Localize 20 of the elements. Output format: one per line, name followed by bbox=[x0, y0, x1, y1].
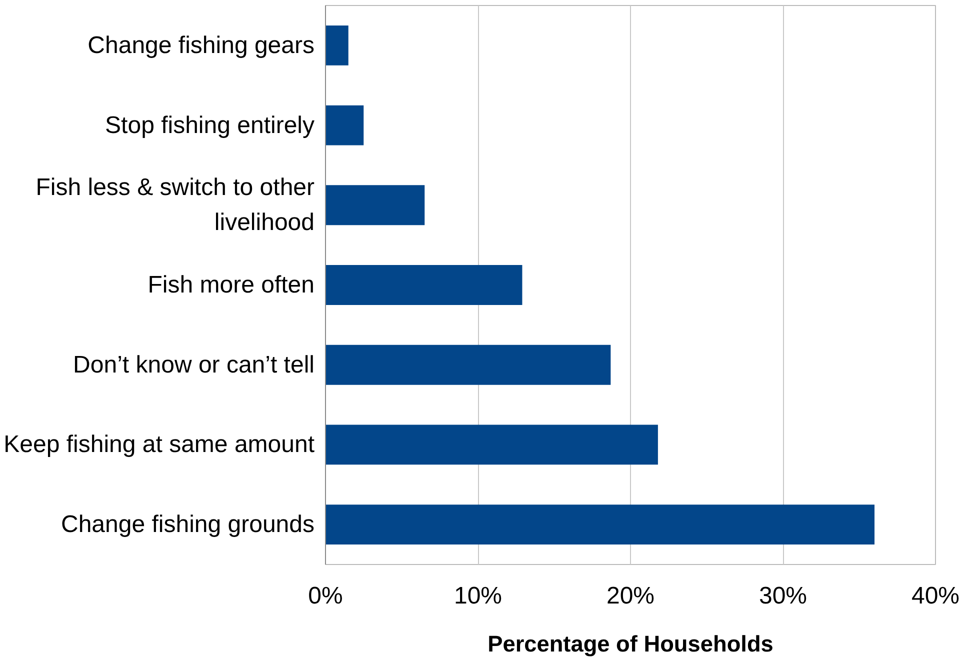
y-tick-label: Change fishing grounds bbox=[60, 511, 315, 538]
y-tick-label: Stop fishing entirely bbox=[105, 112, 315, 139]
x-tick-label: 30% bbox=[758, 582, 808, 610]
bar bbox=[326, 25, 348, 66]
bar bbox=[326, 265, 522, 305]
y-tick-label: Don’t know or can’t tell bbox=[73, 351, 315, 378]
y-tick-label: Fish more often bbox=[148, 272, 314, 298]
y-tick-label: Change fishing gears bbox=[88, 32, 315, 59]
x-tick-label: 40% bbox=[911, 582, 960, 610]
bar bbox=[326, 424, 658, 465]
bar bbox=[326, 185, 425, 226]
x-tick-label: 0% bbox=[308, 582, 343, 610]
y-tick-label: Keep fishing at same amount bbox=[4, 431, 315, 458]
x-tick-label: 10% bbox=[454, 582, 502, 610]
x-axis-title: Percentage of Households bbox=[488, 630, 774, 656]
bar bbox=[326, 344, 611, 385]
x-tick-label: 20% bbox=[606, 582, 655, 610]
bar bbox=[326, 105, 364, 146]
y-tick-label: Fish less & switch to other livelihood bbox=[36, 174, 315, 236]
bar bbox=[326, 504, 874, 545]
